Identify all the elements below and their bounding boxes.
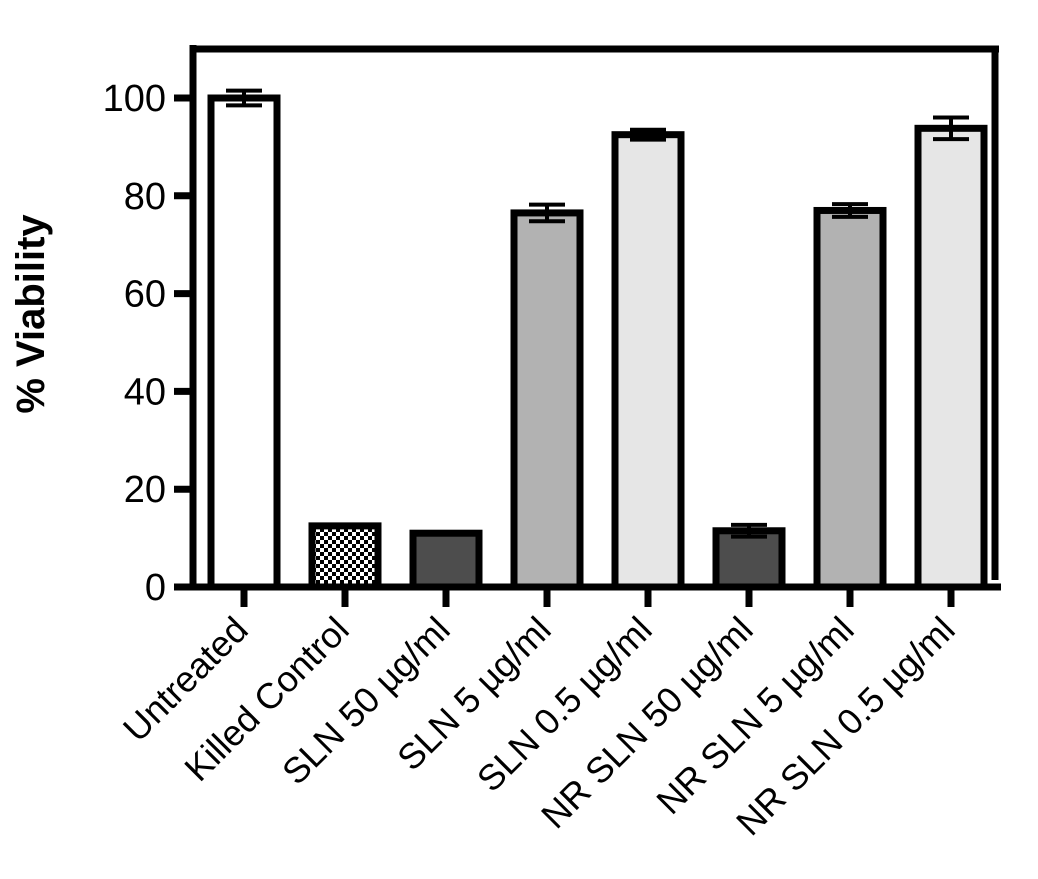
bar [914, 124, 988, 591]
bars-layer [207, 94, 988, 591]
bar [308, 522, 382, 591]
error-bars-layer [226, 88, 969, 539]
y-tick-label: 60 [124, 274, 166, 316]
y-axis-title: % Viability [9, 214, 53, 414]
bar [712, 527, 786, 591]
bar [510, 209, 584, 591]
x-tick-label: SLN 0.5 µg/ml [469, 609, 660, 800]
y-ticks-layer: 0 20 40 60 80 100 [103, 78, 193, 609]
y-tick-label: 40 [124, 371, 166, 413]
y-tick-label: 80 [124, 176, 166, 218]
y-tick-label: 100 [103, 78, 166, 120]
y-tick-label: 0 [145, 567, 166, 609]
bar [409, 529, 483, 591]
bar [207, 94, 281, 591]
bar [611, 131, 685, 591]
y-tick-label: 20 [124, 469, 166, 511]
bar [813, 206, 887, 591]
